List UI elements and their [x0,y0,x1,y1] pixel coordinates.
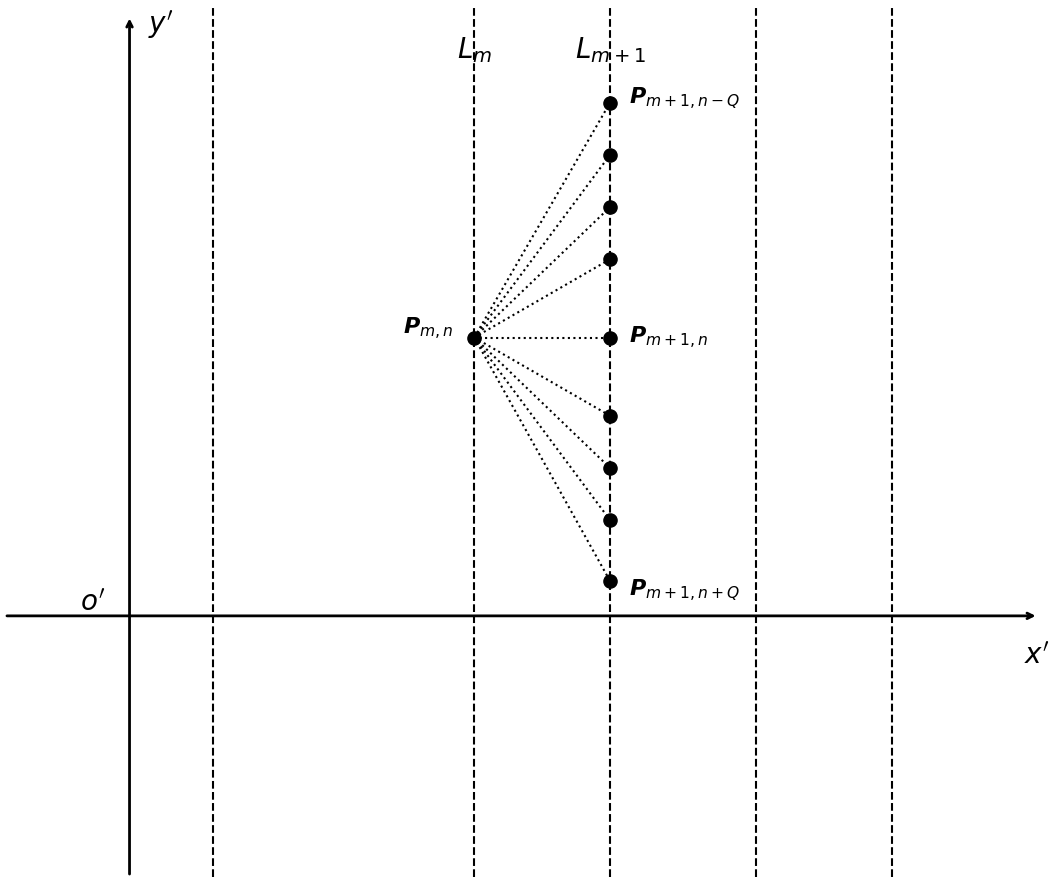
Point [602,409,619,423]
Point [602,461,619,475]
Text: $L_{m+1}$: $L_{m+1}$ [574,35,645,65]
Text: $y'$: $y'$ [148,8,173,41]
Point [602,148,619,162]
Point [602,200,619,214]
Text: $L_m$: $L_m$ [457,35,492,65]
Text: $\boldsymbol{P}_{m+1,n+Q}$: $\boldsymbol{P}_{m+1,n+Q}$ [629,577,740,603]
Point [602,513,619,527]
Point [602,252,619,266]
Point [466,330,483,344]
Point [602,96,619,110]
Point [602,574,619,589]
Text: $o'$: $o'$ [80,589,106,617]
Text: $\boldsymbol{P}_{m,n}$: $\boldsymbol{P}_{m,n}$ [403,315,453,342]
Text: $x'$: $x'$ [1023,641,1049,669]
Point [602,330,619,344]
Text: $\boldsymbol{P}_{m+1,n-Q}$: $\boldsymbol{P}_{m+1,n-Q}$ [629,85,740,111]
Text: $\boldsymbol{P}_{m+1,n}$: $\boldsymbol{P}_{m+1,n}$ [629,324,709,351]
